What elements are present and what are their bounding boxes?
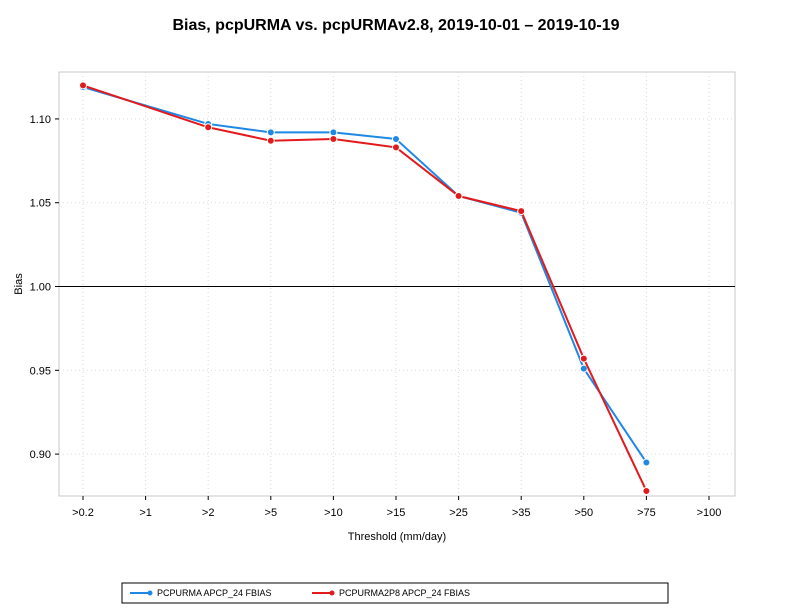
data-point bbox=[329, 135, 338, 144]
y-tick-label: 1.00 bbox=[30, 282, 51, 294]
y-tick-label: 1.05 bbox=[30, 198, 51, 210]
x-axis-label: Threshold (mm/day) bbox=[348, 531, 446, 543]
y-axis-label: Bias bbox=[13, 273, 25, 295]
plot-area bbox=[58, 71, 736, 497]
series-line bbox=[82, 84, 648, 492]
legend-box bbox=[121, 582, 669, 604]
x-tick-label: >0.2 bbox=[72, 507, 94, 519]
legend-entry: PCPURMA2P8 APCP_24 FBIAS bbox=[339, 588, 470, 598]
legend: PCPURMA APCP_24 FBIAS PCPURMA2P8 APCP_24 … bbox=[121, 582, 669, 604]
legend-marker bbox=[147, 590, 153, 596]
data-point bbox=[642, 486, 651, 495]
x-tick-label: >15 bbox=[387, 507, 406, 519]
data-point bbox=[517, 207, 526, 216]
x-tick-label: >2 bbox=[202, 507, 215, 519]
data-point bbox=[266, 136, 275, 145]
x-tick-label: >35 bbox=[512, 507, 531, 519]
grid-lines bbox=[59, 72, 735, 496]
data-point bbox=[392, 143, 400, 152]
data-point bbox=[79, 81, 87, 90]
data-point bbox=[392, 135, 400, 144]
series-group bbox=[79, 81, 651, 495]
data-point bbox=[329, 128, 338, 137]
data-point bbox=[204, 123, 213, 132]
x-tick-label: >100 bbox=[697, 507, 722, 519]
x-axis-ticks: >0.2 >1 >2 >5 >10 >15 >25 >35 >50 >75 >100 bbox=[72, 496, 721, 519]
legend-marker bbox=[329, 590, 335, 596]
data-point bbox=[579, 354, 588, 363]
data-point bbox=[579, 364, 588, 373]
x-tick-label: >75 bbox=[637, 507, 656, 519]
data-point bbox=[266, 128, 275, 137]
x-tick-label: >25 bbox=[449, 507, 468, 519]
y-tick-label: 1.10 bbox=[30, 114, 51, 126]
x-tick-label: >10 bbox=[324, 507, 343, 519]
y-tick-label: 0.90 bbox=[30, 449, 51, 461]
y-axis-ticks: 0.90 0.95 1.00 1.05 1.10 bbox=[30, 114, 59, 461]
legend-entry: PCPURMA APCP_24 FBIAS bbox=[157, 588, 272, 598]
data-point bbox=[454, 192, 463, 201]
x-tick-label: >1 bbox=[139, 507, 152, 519]
x-tick-label: >5 bbox=[265, 507, 278, 519]
y-tick-label: 0.95 bbox=[30, 365, 51, 377]
x-tick-label: >50 bbox=[574, 507, 593, 519]
data-point bbox=[642, 458, 651, 467]
chart-title: Bias, pcpURMA vs. pcpURMAv2.8, 2019-10-0… bbox=[172, 17, 619, 34]
